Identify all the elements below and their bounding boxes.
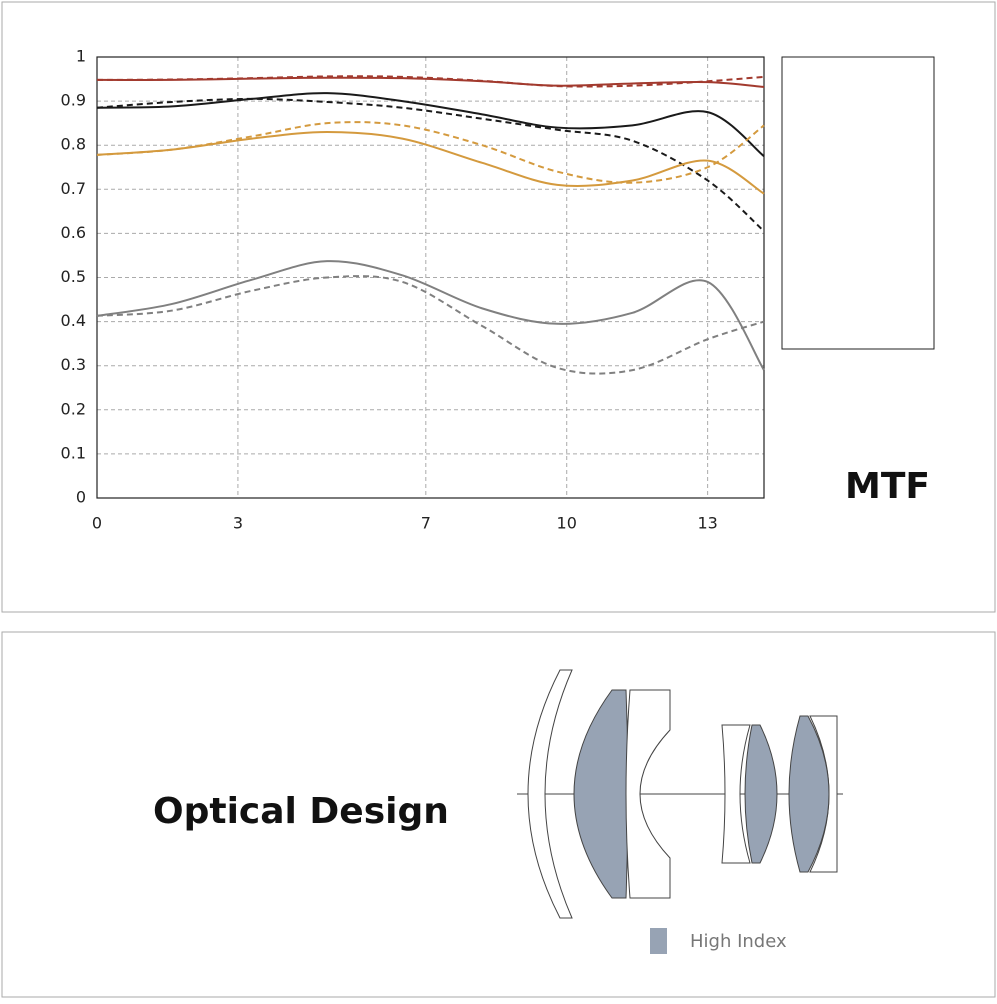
y-tick-label: 0.5 [61, 267, 86, 286]
y-tick-label: 1 [76, 47, 86, 66]
lens-diagram [517, 669, 843, 919]
x-tick-label: 7 [421, 514, 431, 533]
series-line [96, 121, 765, 184]
y-tick-label: 0.9 [61, 91, 86, 110]
y-tick-label: 0.8 [61, 135, 86, 154]
plot-frame [96, 56, 765, 499]
series-line [96, 75, 765, 88]
lens [625, 689, 671, 899]
legend-label: High Index [690, 931, 787, 952]
optical-title: Optical Design [153, 791, 449, 832]
series-line [96, 275, 765, 375]
series-line [96, 260, 765, 371]
lens [527, 669, 573, 919]
y-tick-label: 0.1 [61, 443, 86, 462]
series-line [96, 130, 765, 195]
y-tick-label: 0.3 [61, 355, 86, 374]
x-tick-label: 3 [233, 514, 243, 533]
lens-high-index [788, 715, 830, 873]
x-tick-label: 0 [92, 514, 102, 533]
y-tick-label: 0.6 [61, 223, 86, 242]
lens [721, 724, 751, 864]
x-tick-label: 13 [697, 514, 717, 533]
optical-panel [1, 631, 996, 998]
chart-title: MTF [845, 466, 930, 507]
y-tick-label: 0.2 [61, 399, 86, 418]
x-tick-label: 10 [557, 514, 577, 533]
legend-swatch [650, 928, 667, 954]
lens-high-index [744, 724, 778, 864]
y-tick-label: 0 [76, 488, 86, 507]
y-tick-label: 0.4 [61, 311, 86, 330]
series-line [96, 92, 765, 158]
legend-box [781, 56, 935, 350]
y-tick-label: 0.7 [61, 179, 86, 198]
series-line [96, 97, 765, 232]
